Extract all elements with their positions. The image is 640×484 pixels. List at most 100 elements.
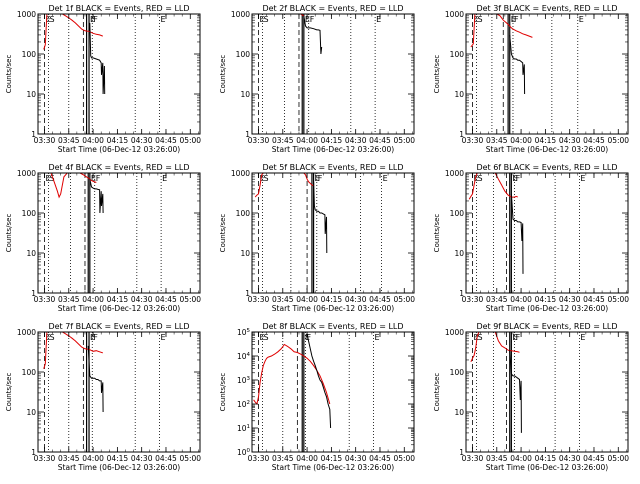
events-series-line: [509, 350, 522, 433]
marker-label: E: [473, 174, 478, 183]
x-tick-label: 05:00: [179, 136, 201, 145]
plot-area: [41, 173, 104, 214]
y-tick-label: 103: [237, 376, 251, 385]
plot-frame: [465, 331, 629, 453]
x-tick-label: 04:00: [82, 295, 104, 304]
x-axis-label: Start Time (06-Dec-12 03:26:00): [486, 304, 608, 313]
x-tick-label: 04:15: [107, 454, 129, 463]
marker-label: S: [264, 174, 269, 183]
x-tick-label: 03:45: [58, 454, 80, 463]
marker-label: E: [259, 174, 264, 183]
x-tick-label: 04:00: [510, 295, 532, 304]
marker-label: E: [580, 333, 585, 342]
marker-label: F: [96, 174, 101, 183]
y-axis-label: Counts/sec: [433, 214, 441, 253]
marker-label: F: [516, 333, 521, 342]
y-tick-label: 1000: [231, 10, 250, 19]
plot-frame: [251, 13, 415, 135]
events-series-line: [303, 15, 323, 55]
x-tick-label: 04:30: [131, 295, 153, 304]
x-tick-label: 04:45: [155, 136, 177, 145]
y-tick-label: 105: [237, 328, 251, 337]
plot-area: [470, 14, 533, 95]
y-tick-label: 1: [459, 130, 464, 139]
marker-label: E: [305, 15, 310, 24]
y-tick-label: 1: [31, 130, 36, 139]
x-tick-label: 04:45: [155, 295, 177, 304]
lld-series-line: [470, 14, 533, 48]
x-tick-label: 03:45: [272, 295, 294, 304]
y-tick-label: 100: [450, 368, 465, 377]
marker-label: E: [161, 15, 166, 24]
marker-label: F: [93, 333, 98, 342]
x-axis-label: Start Time (06-Dec-12 03:26:00): [272, 463, 394, 472]
x-tick-label: 05:00: [607, 136, 629, 145]
y-tick-label: 1: [31, 289, 36, 298]
marker-label: E: [45, 333, 50, 342]
panel-title: Det 8f BLACK = Events, RED = LLD: [262, 322, 403, 331]
marker-label: E: [473, 333, 478, 342]
panel-title: Det 6f BLACK = Events, RED = LLD: [476, 163, 617, 172]
marker-label: F: [306, 333, 311, 342]
y-tick-label: 1: [459, 289, 464, 298]
y-tick-label: 1000: [17, 10, 36, 19]
plot-frame: [465, 13, 629, 135]
plot-area: [254, 173, 328, 254]
x-tick-label: 05:00: [393, 295, 415, 304]
y-tick-exponent: 0: [247, 448, 251, 454]
y-tick-label: 102: [237, 400, 250, 409]
marker-label: E: [161, 333, 166, 342]
x-tick-label: 04:15: [107, 295, 129, 304]
y-tick-label: 10: [454, 249, 464, 258]
marker-label: F: [310, 15, 315, 24]
lld-series-line: [254, 173, 265, 198]
x-tick-label: 03:30: [34, 295, 56, 304]
x-tick-label: 03:30: [34, 454, 56, 463]
events-series-line: [313, 181, 328, 254]
events-series-line: [87, 345, 104, 413]
x-tick-label: 03:45: [58, 136, 80, 145]
y-tick-label: 100: [237, 448, 251, 457]
x-tick-label: 04:15: [321, 454, 343, 463]
x-axis-label: Start Time (06-Dec-12 03:26:00): [58, 463, 180, 472]
y-tick-label: 1: [245, 289, 250, 298]
marker-label: E: [375, 333, 380, 342]
lld-series-line: [488, 173, 519, 198]
y-axis-label: Counts/sec: [5, 55, 13, 94]
x-tick-label: 03:30: [248, 136, 270, 145]
x-tick-label: 04:00: [296, 295, 318, 304]
x-axis-label: Start Time (06-Dec-12 03:26:00): [486, 145, 608, 154]
marker-label: E: [376, 15, 381, 24]
x-axis-label: Start Time (06-Dec-12 03:26:00): [58, 145, 180, 154]
panel-title: Det 4f BLACK = Events, RED = LLD: [48, 163, 189, 172]
y-axis-label: Counts/sec: [219, 214, 227, 253]
events-series-line: [89, 179, 104, 214]
marker-label: E: [45, 174, 50, 183]
marker-label: E: [315, 174, 320, 183]
x-axis-label: Start Time (06-Dec-12 03:26:00): [272, 304, 394, 313]
y-tick-label: 1: [459, 448, 464, 457]
y-tick-label: 100: [450, 209, 465, 218]
x-tick-label: 04:15: [535, 295, 557, 304]
marker-label: E: [579, 15, 584, 24]
marker-label: E: [473, 15, 478, 24]
panel-title: Det 1f BLACK = Events, RED = LLD: [48, 4, 189, 13]
panel-title: Det 7f BLACK = Events, RED = LLD: [48, 322, 189, 331]
x-axis-label: Start Time (06-Dec-12 03:26:00): [272, 145, 394, 154]
marker-label: S: [478, 15, 483, 24]
plot-frame: [251, 172, 415, 294]
x-tick-label: 03:45: [272, 136, 294, 145]
y-tick-label: 1000: [445, 328, 464, 337]
y-tick-label: 1: [31, 448, 36, 457]
y-tick-label: 10: [26, 90, 36, 99]
marker-label: S: [50, 15, 55, 24]
marker-label: E: [383, 174, 388, 183]
lld-series-line: [43, 332, 103, 369]
x-tick-label: 04:15: [321, 136, 343, 145]
y-axis-label: Counts/sec: [433, 373, 441, 412]
plot-frame: [37, 13, 201, 135]
